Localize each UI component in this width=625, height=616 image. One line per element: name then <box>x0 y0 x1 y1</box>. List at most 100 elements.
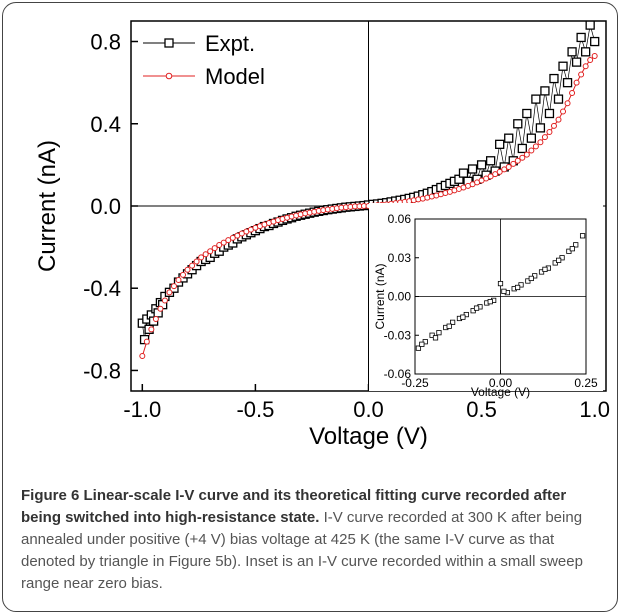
inset-point <box>419 341 425 347</box>
inset-y-tick-label: 0.00 <box>388 290 412 304</box>
expt-point <box>585 21 595 30</box>
inset-background <box>369 203 603 391</box>
main-y-tick-label: 0.4 <box>90 112 121 137</box>
figure-caption: Figure 6 Linear-scale I-V curve and its … <box>21 485 606 595</box>
main-chart: -1.0 -0.5 0.0 0.5 1.0 -0.8 -0.4 0.0 0.4 0.8 Voltag… <box>34 20 610 450</box>
model-point <box>591 52 598 59</box>
inset-x-tick-label: -0.25 <box>401 376 429 390</box>
legend-model-label: Model <box>205 64 265 89</box>
model-point <box>207 248 214 255</box>
expt-point <box>495 139 505 149</box>
expt-point <box>580 47 591 57</box>
model-point <box>496 168 503 175</box>
main-data <box>137 21 600 360</box>
expt-point <box>458 168 469 178</box>
model-point <box>532 143 539 150</box>
expt-point <box>558 61 568 71</box>
inset-data <box>415 233 586 351</box>
model-point <box>578 71 585 78</box>
model-point <box>492 171 499 178</box>
model-point <box>550 122 557 129</box>
inset-point <box>497 280 504 287</box>
model-point <box>528 147 535 154</box>
expt-point <box>567 47 577 57</box>
model-point <box>193 258 200 265</box>
inset-x-axis-label: Voltage (V) <box>471 385 530 399</box>
main-x-tick-label: 0.0 <box>353 397 384 422</box>
model-point <box>189 262 196 269</box>
model-point <box>220 239 227 246</box>
legend-expt-label: Expt. <box>205 31 255 56</box>
inset-point <box>450 319 456 325</box>
inset-point <box>556 257 562 263</box>
main-x-axis-label: Voltage (V) <box>309 423 428 450</box>
expt-point <box>590 36 600 47</box>
model-point <box>505 163 512 170</box>
main-y-tick-label: 0.0 <box>90 194 121 219</box>
model-point <box>523 151 530 158</box>
main-x-tick-label: 0.5 <box>466 397 497 422</box>
model-point <box>510 160 517 167</box>
model-point <box>514 157 521 164</box>
expt-point <box>513 119 523 129</box>
model-point <box>184 266 191 273</box>
inset-chart: -0.25 0.00 0.25 0.06 0.03 0.00 -0.03 -0.06 Volta… <box>369 203 603 399</box>
legend-expt-marker <box>164 38 174 48</box>
model-point <box>157 305 164 312</box>
expt-point <box>576 32 586 43</box>
caption-body: I-V curve recorded at 300 K after being … <box>21 509 583 592</box>
inset-point <box>487 299 493 305</box>
model-point <box>202 251 209 258</box>
model-point <box>519 154 526 161</box>
model-point <box>161 297 168 304</box>
model-point <box>180 271 187 278</box>
expt-point <box>526 133 537 143</box>
main-y-axis-label: Current (nA) <box>34 140 61 272</box>
model-point <box>211 245 218 252</box>
main-x-tick-label: 1.0 <box>579 397 610 422</box>
model-point <box>225 237 232 244</box>
model-point <box>143 338 150 345</box>
model-point <box>569 89 576 96</box>
inset-y-axis-label: Current (nA) <box>373 263 387 329</box>
expt-point <box>504 133 514 143</box>
main-plot-area: -1.0 -0.5 0.0 0.5 1.0 -0.8 -0.4 0.0 0.4 0.8 Voltag… <box>34 20 610 450</box>
inset-point <box>579 233 586 239</box>
expt-point <box>467 164 478 174</box>
expt-point <box>531 94 541 104</box>
inset-y-tick-label: -0.03 <box>384 328 412 342</box>
model-point <box>501 166 508 173</box>
model-point <box>166 289 173 296</box>
inset-y-tick-label: -0.06 <box>384 367 412 381</box>
legend-model-marker <box>165 72 173 80</box>
main-y-tick-label: 0.8 <box>90 30 121 55</box>
expt-point <box>553 94 564 104</box>
main-x-tick-label: -0.5 <box>236 397 274 422</box>
model-point <box>198 254 205 261</box>
model-point <box>148 326 155 333</box>
inset-x-tick-label: 0.00 <box>489 376 513 390</box>
model-point <box>216 242 223 249</box>
model-point <box>582 63 589 70</box>
inset-point <box>436 330 442 336</box>
figure-frame: -1.0 -0.5 0.0 0.5 1.0 -0.8 -0.4 0.0 0.4 0.8 Voltag… <box>2 2 618 612</box>
inset-point <box>501 288 507 294</box>
inset-point <box>528 275 534 282</box>
main-y-tick-label: -0.8 <box>83 358 121 383</box>
expt-point <box>535 123 546 133</box>
caption-title: Figure 6 Linear-scale I-V curve and its … <box>21 487 567 526</box>
model-point <box>537 139 544 146</box>
model-point <box>573 79 580 86</box>
model-point <box>555 116 562 123</box>
main-x-tick-label: -1.0 <box>123 397 161 422</box>
inset-point <box>515 284 521 291</box>
inset-point <box>569 246 575 252</box>
inset-point <box>415 345 422 351</box>
expt-point <box>522 108 532 119</box>
model-point <box>139 353 146 360</box>
main-y-tick-label: -0.4 <box>83 276 121 301</box>
inset-point <box>446 323 452 329</box>
model-point <box>487 173 494 180</box>
expt-point <box>540 86 550 96</box>
expt-point <box>476 160 487 170</box>
